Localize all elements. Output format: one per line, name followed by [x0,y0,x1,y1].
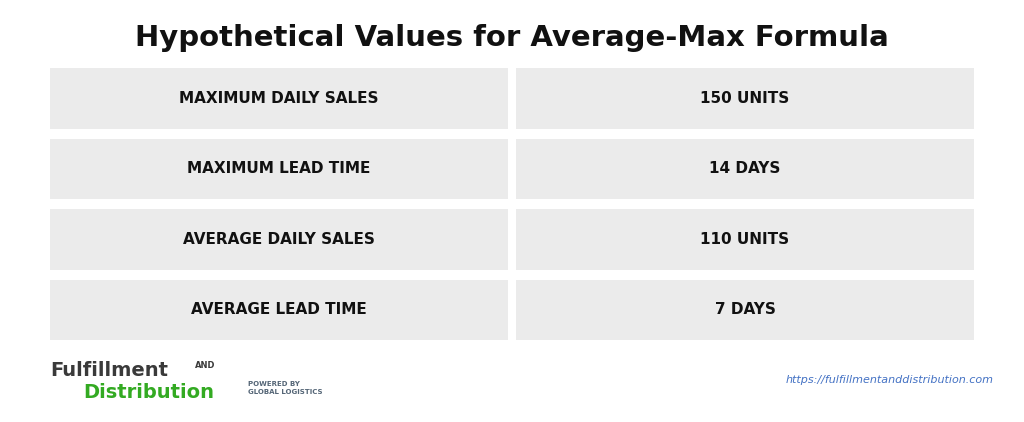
Text: AVERAGE DAILY SALES: AVERAGE DAILY SALES [183,232,375,247]
Text: https://fulfillmentanddistribution.com: https://fulfillmentanddistribution.com [786,375,994,385]
FancyBboxPatch shape [50,279,508,340]
FancyBboxPatch shape [516,138,974,199]
Text: AVERAGE LEAD TIME: AVERAGE LEAD TIME [191,302,367,317]
Text: Distribution: Distribution [83,382,214,401]
Text: MAXIMUM DAILY SALES: MAXIMUM DAILY SALES [179,91,379,106]
FancyBboxPatch shape [516,209,974,270]
Text: Fulfillment: Fulfillment [50,360,168,379]
Text: POWERED BY
GLOBAL LOGISTICS: POWERED BY GLOBAL LOGISTICS [248,381,323,395]
Text: Hypothetical Values for Average-Max Formula: Hypothetical Values for Average-Max Form… [135,24,889,52]
Text: 14 DAYS: 14 DAYS [710,161,780,176]
Text: 150 UNITS: 150 UNITS [700,91,790,106]
Text: MAXIMUM LEAD TIME: MAXIMUM LEAD TIME [187,161,371,176]
FancyBboxPatch shape [516,68,974,129]
Text: 110 UNITS: 110 UNITS [700,232,790,247]
FancyBboxPatch shape [50,138,508,199]
FancyBboxPatch shape [50,68,508,129]
FancyBboxPatch shape [50,209,508,270]
Text: 7 DAYS: 7 DAYS [715,302,775,317]
FancyBboxPatch shape [516,279,974,340]
Text: AND: AND [195,360,215,370]
